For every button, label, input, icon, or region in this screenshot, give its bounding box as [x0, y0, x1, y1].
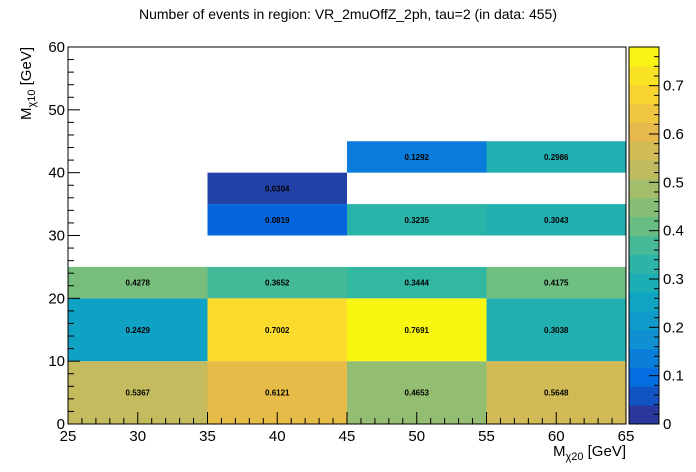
color-scale-band — [629, 65, 659, 86]
x-axis-title: Mχ20 [GeV] — [553, 443, 626, 463]
color-scale: 0 0.1 0.2 0.3 0.4 0.5 0.6 0.7 — [628, 46, 684, 433]
x-tick-label: 45 — [339, 428, 356, 445]
color-scale-band — [629, 103, 659, 123]
y-tick-label: 40 — [48, 165, 65, 182]
x-tick-label: 55 — [478, 428, 495, 445]
color-scale-band — [629, 367, 659, 387]
y-tick-label: 20 — [48, 290, 65, 307]
cell-value-label: 0.5367 — [126, 389, 151, 398]
color-scale-tick-label: 0.6 — [663, 126, 684, 143]
y-tick-label: 60 — [48, 39, 65, 56]
heatmap-cell — [207, 172, 347, 205]
cell-value-label: 0.3235 — [405, 216, 430, 225]
cell-value-label: 0.7002 — [265, 326, 290, 335]
y-axis-title: Mχ10 [GeV] — [18, 47, 38, 120]
heatmap-cell — [347, 204, 487, 236]
color-scale-tick-label: 0.7 — [663, 78, 684, 95]
cell-value-label: 0.0819 — [265, 216, 290, 225]
color-scale-band — [629, 292, 659, 312]
y-axis: 0 10 20 30 40 50 60 — [48, 39, 80, 433]
x-tick-label: 50 — [408, 428, 425, 445]
color-scale-tick-label: 0.4 — [663, 223, 684, 240]
color-scale-band — [629, 47, 659, 67]
color-scale-band — [629, 386, 659, 406]
heatmap-cells — [68, 141, 626, 424]
color-scale-band — [629, 329, 659, 350]
x-tick-label: 25 — [60, 428, 77, 445]
x-axis-title-subscript: χ20 — [565, 451, 583, 463]
cell-value-label: 0.4653 — [405, 389, 430, 398]
color-scale-tick-label: 0.1 — [663, 368, 684, 385]
heatmap-cell-labels: 0.5367 0.6121 0.4653 0.5648 0.2429 0.7002 0.76… — [126, 153, 570, 398]
x-tick-label: 60 — [548, 428, 565, 445]
cell-value-label: 0.5648 — [544, 389, 569, 398]
heatmap-cell — [68, 298, 208, 362]
heatmap-cell — [486, 204, 626, 236]
color-scale-band — [629, 84, 659, 105]
chart-title: Number of events in region: VR_2muOffZ_2… — [138, 6, 558, 22]
color-scale-band — [629, 160, 659, 180]
color-scale-tick-label: 0.3 — [663, 271, 684, 288]
x-tick-label: 65 — [618, 428, 635, 445]
cell-value-label: 0.6121 — [265, 389, 290, 398]
x-axis-title-unit: [GeV] — [583, 443, 626, 460]
color-scale-band — [629, 141, 659, 161]
cell-value-label: 0.2986 — [544, 153, 569, 162]
cell-value-label: 0.3038 — [544, 326, 569, 335]
y-tick-label: 10 — [48, 353, 65, 370]
color-scale-band — [629, 178, 659, 199]
heatmap-cell — [68, 266, 208, 299]
x-axis: 25 30 35 40 45 50 55 60 65 — [60, 412, 635, 445]
heatmap-cell — [207, 266, 347, 299]
x-tick-label: 40 — [269, 428, 286, 445]
color-scale-tick-label: 0 — [663, 416, 671, 433]
heatmap-cell — [347, 298, 487, 362]
color-scale-band — [629, 348, 659, 368]
x-tick-label: 30 — [129, 428, 146, 445]
y-axis-title-base: M — [18, 108, 35, 121]
color-scale-tick-label: 0.2 — [663, 319, 684, 336]
color-scale-band — [629, 273, 659, 293]
color-scale-band — [629, 235, 659, 255]
color-scale-band — [629, 122, 659, 142]
cell-value-label: 0.3444 — [405, 279, 430, 288]
cell-value-label: 0.7691 — [405, 326, 430, 335]
cell-value-label: 0.1292 — [405, 153, 430, 162]
heatmap-cell — [347, 266, 487, 299]
cell-value-label: 0.4278 — [126, 279, 151, 288]
heatmap-cell — [207, 298, 347, 362]
heatmap-cell — [486, 266, 626, 299]
y-axis-title-unit: [GeV] — [18, 47, 35, 90]
heatmap-cell — [347, 141, 487, 173]
heatmap-cell — [486, 298, 626, 362]
cell-value-label: 0.0304 — [265, 184, 290, 193]
heatmap-cell — [207, 204, 347, 236]
color-scale-band — [629, 310, 659, 331]
y-axis-title-subscript: χ10 — [26, 90, 38, 108]
cell-value-label: 0.2429 — [126, 326, 151, 335]
color-scale-tick-label: 0.5 — [663, 174, 684, 191]
color-scale-band — [629, 216, 659, 236]
color-scale-band — [629, 254, 659, 274]
y-tick-label: 30 — [48, 228, 65, 245]
x-axis-title-base: M — [553, 443, 566, 460]
cell-value-label: 0.4175 — [544, 279, 569, 288]
y-tick-label: 0 — [57, 416, 65, 433]
cell-value-label: 0.3043 — [544, 216, 569, 225]
color-scale-frame — [628, 46, 660, 425]
heatmap-cell — [486, 141, 626, 173]
color-scale-band — [629, 405, 659, 425]
x-tick-label: 35 — [199, 428, 216, 445]
cell-value-label: 0.3652 — [265, 279, 290, 288]
color-scale-band — [629, 197, 659, 218]
y-tick-label: 50 — [48, 102, 65, 119]
